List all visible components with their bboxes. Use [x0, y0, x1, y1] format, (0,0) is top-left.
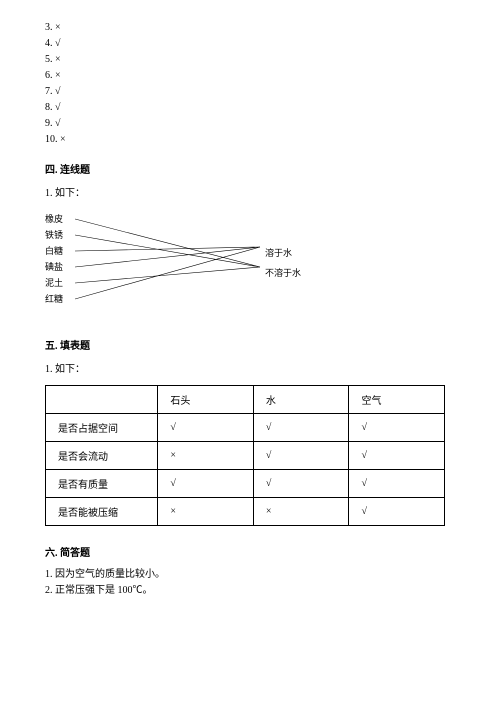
- table-cell: √: [349, 498, 445, 526]
- tf-answer-list: 3. ×4. √5. ×6. ×7. √8. √9. √10. ×: [45, 20, 455, 147]
- table-row: 是否能被压缩××√: [46, 498, 445, 526]
- matching-left-item: 橡皮: [45, 211, 63, 227]
- matching-left-item: 泥土: [45, 275, 63, 291]
- matching-left-item: 红糖: [45, 291, 63, 307]
- matching-line: [75, 267, 260, 283]
- matching-left-item: 碘盐: [45, 259, 63, 275]
- table-cell: √: [253, 442, 349, 470]
- matching-left-item: 铁锈: [45, 227, 63, 243]
- tf-answer-item: 5. ×: [45, 52, 455, 67]
- matching-diagram: 橡皮铁锈白糖碘盐泥土红糖 溶于水不溶于水: [45, 211, 345, 321]
- fill-table: 石头水空气是否占据空间√√√是否会流动×√√是否有质量√√√是否能被压缩××√: [45, 385, 445, 526]
- tf-answer-item: 7. √: [45, 84, 455, 99]
- tf-answer-item: 10. ×: [45, 132, 455, 147]
- table-row: 是否会流动×√√: [46, 442, 445, 470]
- table-cell: √: [253, 414, 349, 442]
- table-column-header: 水: [253, 386, 349, 414]
- table-cell: ×: [158, 442, 254, 470]
- table-cell: √: [349, 470, 445, 498]
- table-header-row: 石头水空气: [46, 386, 445, 414]
- tf-answer-item: 6. ×: [45, 68, 455, 83]
- matching-line: [75, 219, 260, 267]
- matching-left-item: 白糖: [45, 243, 63, 259]
- table-row: 是否有质量√√√: [46, 470, 445, 498]
- table-cell: ×: [253, 498, 349, 526]
- table-cell: √: [253, 470, 349, 498]
- table-row-header: 是否能被压缩: [46, 498, 158, 526]
- table-cell: ×: [158, 498, 254, 526]
- section5-title: 五. 填表题: [45, 337, 455, 352]
- table-cell: √: [349, 442, 445, 470]
- table-cell: √: [158, 414, 254, 442]
- table-cell: √: [158, 470, 254, 498]
- table-corner-cell: [46, 386, 158, 414]
- matching-line: [75, 247, 260, 299]
- matching-right-item: 不溶于水: [265, 263, 301, 283]
- matching-line: [75, 247, 260, 267]
- section4-title: 四. 连线题: [45, 161, 455, 176]
- table-row-header: 是否会流动: [46, 442, 158, 470]
- table-column-header: 石头: [158, 386, 254, 414]
- section6-title: 六. 简答题: [45, 544, 455, 559]
- matching-lines-svg: [75, 211, 265, 321]
- table-cell: √: [349, 414, 445, 442]
- matching-line: [75, 247, 260, 251]
- short-answer-item: 2. 正常压强下是 100℃。: [45, 583, 455, 599]
- table-row-header: 是否占据空间: [46, 414, 158, 442]
- matching-right-labels: 溶于水不溶于水: [265, 243, 301, 283]
- matching-right-item: 溶于水: [265, 243, 301, 263]
- section4-intro: 1. 如下：: [45, 184, 455, 199]
- tf-answer-item: 8. √: [45, 100, 455, 115]
- tf-answer-item: 4. √: [45, 36, 455, 51]
- tf-answer-item: 3. ×: [45, 20, 455, 35]
- table-row: 是否占据空间√√√: [46, 414, 445, 442]
- matching-line: [75, 235, 260, 267]
- tf-answer-item: 9. √: [45, 116, 455, 131]
- table-column-header: 空气: [349, 386, 445, 414]
- table-row-header: 是否有质量: [46, 470, 158, 498]
- short-answer-item: 1. 因为空气的质量比较小。: [45, 567, 455, 583]
- short-answers: 1. 因为空气的质量比较小。2. 正常压强下是 100℃。: [45, 567, 455, 599]
- matching-left-labels: 橡皮铁锈白糖碘盐泥土红糖: [45, 211, 63, 307]
- section5-intro: 1. 如下：: [45, 360, 455, 375]
